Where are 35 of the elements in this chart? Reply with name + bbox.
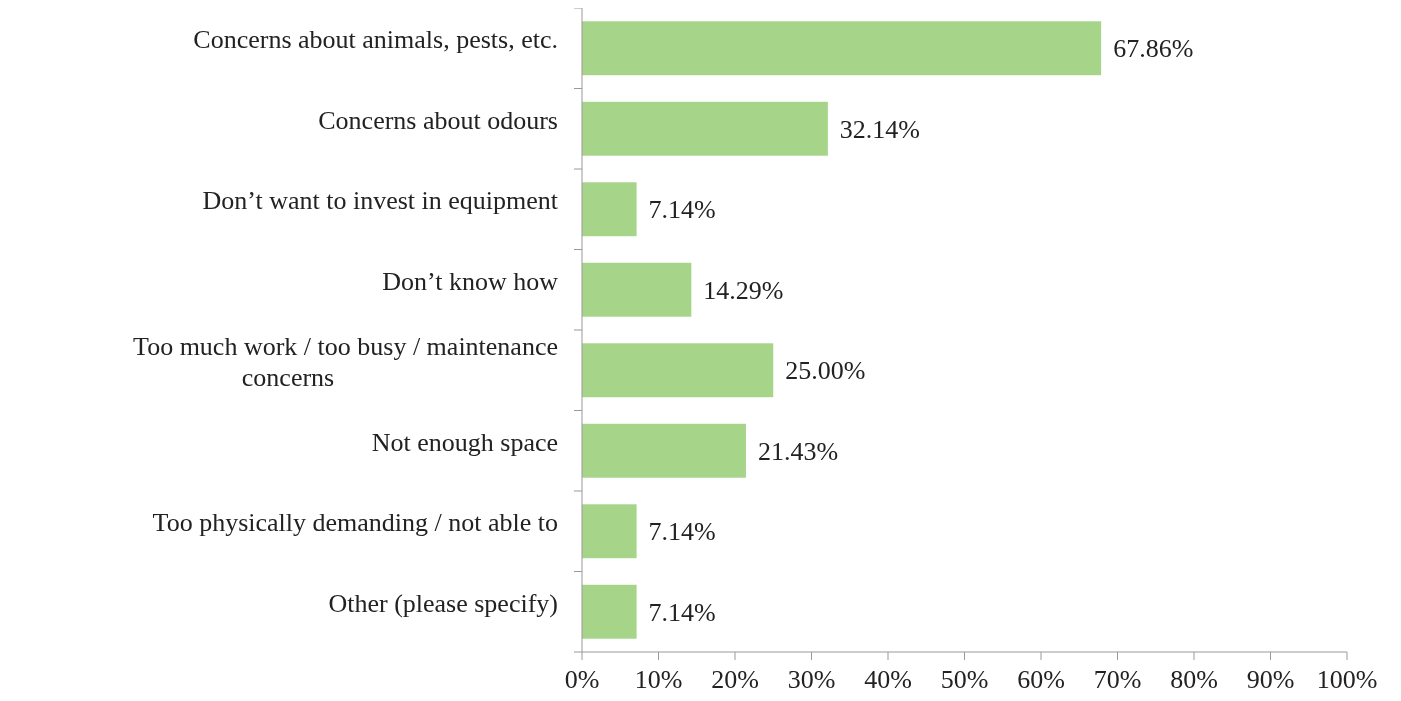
bar	[582, 584, 637, 639]
y-tick-label: Not enough space	[371, 427, 558, 457]
data-label: 7.14%	[648, 195, 716, 225]
bar	[582, 182, 637, 237]
data-label: 32.14%	[839, 114, 921, 144]
bar	[582, 262, 692, 317]
x-tick-label: 100%	[1316, 665, 1378, 694]
y-tick-label: Concerns about odours	[318, 105, 558, 135]
data-label: 14.29%	[703, 275, 784, 305]
data-label: 67.86%	[1113, 34, 1194, 64]
data-label: 7.14%	[648, 597, 716, 627]
x-tick-label: 70%	[1093, 665, 1142, 694]
x-tick-label: 90%	[1246, 665, 1295, 694]
bar	[582, 423, 746, 478]
bar	[582, 21, 1102, 76]
y-tick-label: Don’t know how	[382, 266, 559, 296]
bar	[582, 101, 828, 156]
x-tick-label: 0%	[564, 665, 600, 694]
x-tick-label: 20%	[711, 665, 759, 694]
data-label: 7.14%	[648, 517, 716, 547]
bar	[582, 343, 774, 398]
y-tick-label: Concerns about animals, pests, etc.	[193, 25, 558, 55]
y-tick-label: Too much work / too busy / maintenance concerns	[133, 331, 558, 392]
x-tick-label: 80%	[1170, 665, 1218, 694]
bar	[582, 504, 637, 559]
data-label: 21.43%	[757, 436, 839, 466]
x-tick-label: 30%	[787, 665, 836, 694]
y-tick-label: Don’t want to invest in equipment	[202, 186, 559, 216]
data-label: 25.00%	[785, 356, 866, 386]
x-tick-label: 50%	[940, 665, 989, 694]
y-tick-label: Too physically demanding / not able to	[152, 508, 558, 538]
x-tick-label: 10%	[634, 665, 683, 694]
x-tick-label: 40%	[864, 665, 912, 694]
x-tick-label: 60%	[1017, 665, 1065, 694]
y-tick-label: Other (please specify)	[328, 588, 558, 618]
